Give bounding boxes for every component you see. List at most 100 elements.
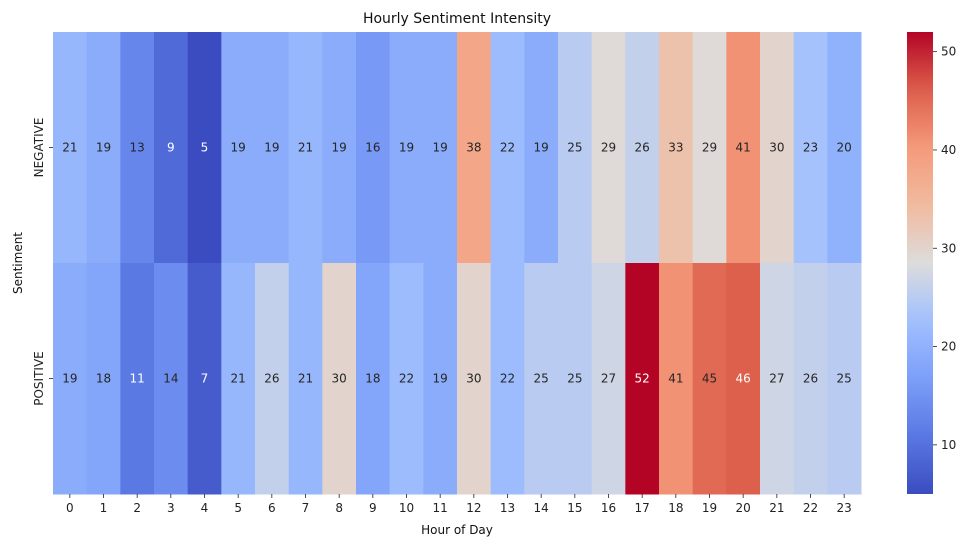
cell-value-label: 33 xyxy=(668,141,683,155)
x-tick-label: 4 xyxy=(201,501,209,515)
heatmap-cell xyxy=(53,32,88,264)
heatmap-cell xyxy=(726,263,761,495)
x-tick-label: 7 xyxy=(302,501,310,515)
x-tick-label: 14 xyxy=(534,501,549,515)
heatmap-cell xyxy=(120,263,155,495)
colorbar-tick-label: 40 xyxy=(941,143,956,157)
chart-title: Hourly Sentiment Intensity xyxy=(363,11,551,27)
heatmap-cell xyxy=(692,32,727,264)
cell-value-label: 22 xyxy=(399,372,414,386)
cell-value-label: 45 xyxy=(702,372,717,386)
cell-value-label: 5 xyxy=(201,141,209,155)
heatmap-cell xyxy=(423,263,458,495)
heatmap-cell xyxy=(86,32,121,264)
cell-value-label: 19 xyxy=(62,372,77,386)
heatmap-cell xyxy=(86,263,121,495)
heatmap-cell xyxy=(760,32,795,264)
cell-value-label: 21 xyxy=(298,141,313,155)
cell-value-label: 13 xyxy=(130,141,145,155)
heatmap-cell xyxy=(221,263,256,495)
x-tick-label: 1 xyxy=(100,501,108,515)
cell-value-label: 27 xyxy=(601,372,616,386)
cell-value-label: 9 xyxy=(167,141,175,155)
x-tick-label: 18 xyxy=(668,501,683,515)
cell-value-label: 25 xyxy=(567,372,582,386)
x-tick-label: 22 xyxy=(803,501,818,515)
heatmap-cell xyxy=(389,32,424,264)
heatmap-cell-labels: 21 19 13 9 5 19 19 21 19 16 19 19 38 22 19 25 29 26 33 29 41… xyxy=(62,141,852,386)
cell-value-label: 19 xyxy=(534,141,549,155)
heatmap-cell xyxy=(255,32,290,264)
heatmap-cell xyxy=(827,32,862,264)
x-tick-label: 20 xyxy=(736,501,751,515)
heatmap-cell xyxy=(793,263,828,495)
cell-value-label: 19 xyxy=(433,372,448,386)
x-tick-label: 17 xyxy=(635,501,650,515)
heatmap-cell xyxy=(625,32,660,264)
cell-value-label: 22 xyxy=(500,141,515,155)
cell-value-label: 20 xyxy=(837,141,852,155)
x-tick-label: 8 xyxy=(335,501,343,515)
heatmap-cell xyxy=(288,263,323,495)
cell-value-label: 11 xyxy=(130,372,145,386)
cell-value-label: 7 xyxy=(201,372,209,386)
heatmap-cell xyxy=(558,32,593,264)
x-tick-label: 15 xyxy=(567,501,582,515)
heatmap-cell xyxy=(793,32,828,264)
cell-value-label: 23 xyxy=(803,141,818,155)
x-tick-label: 0 xyxy=(66,501,74,515)
x-tick-label: 10 xyxy=(399,501,414,515)
cell-value-label: 25 xyxy=(534,372,549,386)
heatmap-cell xyxy=(389,263,424,495)
heatmap-cell xyxy=(591,263,626,495)
heatmap-cell xyxy=(692,263,727,495)
heatmap-cell xyxy=(187,263,222,495)
cell-value-label: 52 xyxy=(635,372,650,386)
cell-value-label: 25 xyxy=(837,372,852,386)
heatmap-cell xyxy=(591,32,626,264)
cell-value-label: 22 xyxy=(500,372,515,386)
cell-value-label: 41 xyxy=(736,141,751,155)
heatmap-cell xyxy=(490,32,525,264)
heatmap-cell xyxy=(659,32,694,264)
x-tick-label: 6 xyxy=(268,501,276,515)
cell-value-label: 46 xyxy=(736,372,751,386)
y-tick-label: NEGATIVE xyxy=(32,118,46,178)
heatmap-cell xyxy=(154,263,189,495)
cell-value-label: 21 xyxy=(298,372,313,386)
cell-value-label: 26 xyxy=(635,141,650,155)
x-axis-label: Hour of Day xyxy=(421,523,493,537)
heatmap-cell xyxy=(423,32,458,264)
cell-value-label: 41 xyxy=(668,372,683,386)
colorbar-tick-label: 50 xyxy=(941,45,956,59)
heatmap-cell xyxy=(322,32,357,264)
heatmap-cell xyxy=(221,32,256,264)
heatmap-cell xyxy=(356,32,391,264)
cell-value-label: 16 xyxy=(365,141,380,155)
heatmap-cell xyxy=(558,263,593,495)
x-tick-label: 9 xyxy=(369,501,377,515)
heatmap-cell xyxy=(322,263,357,495)
colorbar-tick-label: 10 xyxy=(941,438,956,452)
x-tick-label: 16 xyxy=(601,501,616,515)
heatmap-cell xyxy=(187,32,222,264)
cell-value-label: 38 xyxy=(466,141,481,155)
x-tick-label: 21 xyxy=(769,501,784,515)
cell-value-label: 29 xyxy=(601,141,616,155)
cell-value-label: 27 xyxy=(769,372,784,386)
heatmap-cell xyxy=(457,263,492,495)
x-tick-label: 19 xyxy=(702,501,717,515)
x-tick-label: 11 xyxy=(433,501,448,515)
cell-value-label: 25 xyxy=(567,141,582,155)
heatmap-cell xyxy=(760,263,795,495)
cell-value-label: 19 xyxy=(231,141,246,155)
colorbar xyxy=(907,32,933,494)
colorbar-ticks: 10 20 30 40 50 xyxy=(933,45,956,452)
cell-value-label: 21 xyxy=(62,141,77,155)
x-tick-label: 23 xyxy=(837,501,852,515)
cell-value-label: 19 xyxy=(264,141,279,155)
heatmap-cell xyxy=(457,32,492,264)
cell-value-label: 18 xyxy=(96,372,111,386)
heatmap-cell xyxy=(255,263,290,495)
heatmap-cell xyxy=(625,263,660,495)
